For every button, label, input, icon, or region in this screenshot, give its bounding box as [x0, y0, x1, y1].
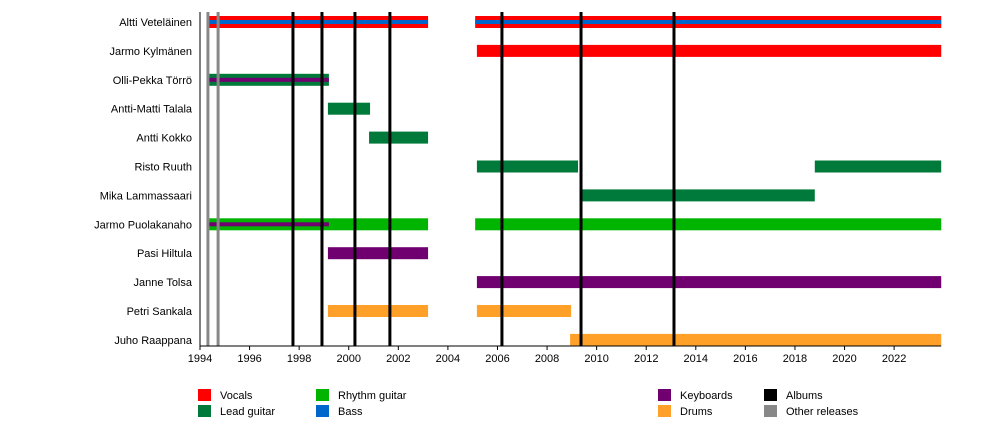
bar-keyboards-stripe	[207, 222, 329, 227]
bar-lead_guitar	[327, 102, 371, 115]
legend-label-keyboards: Keyboards	[680, 390, 733, 402]
x-tick-label: 2010	[584, 353, 608, 365]
bar-keyboards	[476, 276, 942, 289]
legend-label-drums: Drums	[680, 406, 713, 418]
bar-drums	[327, 305, 429, 317]
legend-swatch-albums	[764, 389, 777, 401]
member-label: Mika Lammassaari	[100, 190, 192, 202]
legend-swatch-bass	[316, 405, 329, 417]
bar-bass-stripe	[207, 20, 429, 24]
member-label: Jarmo Puolakanaho	[94, 219, 192, 231]
bar-rhythm_guitar	[475, 218, 942, 231]
x-tick-label: 2018	[783, 353, 807, 365]
bar-keyboards	[327, 247, 429, 260]
legend-swatch-vocals	[198, 389, 211, 401]
x-tick-label: 1996	[237, 353, 261, 365]
member-label: Pasi Hiltula	[137, 248, 193, 260]
legend-swatch-rhythm_guitar	[316, 389, 329, 401]
x-tick-label: 2006	[485, 353, 509, 365]
x-tick-label: 2014	[684, 353, 708, 365]
x-tick-label: 2000	[336, 353, 360, 365]
legend-swatch-lead_guitar	[198, 405, 211, 417]
bar-keyboards-stripe	[207, 77, 329, 82]
member-label: Altti Veteläinen	[119, 17, 192, 29]
member-label: Juho Raappana	[114, 335, 193, 347]
bar-bass-stripe	[475, 20, 942, 24]
bar-vocals	[476, 44, 942, 57]
member-label: Jarmo Kylmänen	[109, 46, 192, 58]
legend-label-vocals: Vocals	[220, 390, 253, 402]
member-label: Petri Sankala	[127, 306, 193, 318]
x-tick-label: 2004	[436, 353, 460, 365]
x-tick-label: 2022	[882, 353, 906, 365]
legend-swatch-drums	[658, 405, 671, 417]
x-tick-label: 1994	[188, 353, 212, 365]
member-label: Olli-Pekka Törrö	[113, 75, 192, 87]
legend-label-other_releases: Other releases	[786, 406, 859, 418]
legend-label-lead_guitar: Lead guitar	[220, 406, 275, 418]
x-tick-label: 1998	[287, 353, 311, 365]
x-tick-label: 2002	[386, 353, 410, 365]
bar-drums	[570, 333, 942, 346]
member-label: Antti-Matti Talala	[111, 104, 193, 116]
bar-lead_guitar	[476, 160, 579, 173]
member-label: Antti Kokko	[136, 133, 192, 145]
bar-lead_guitar	[814, 160, 942, 173]
legend-label-albums: Albums	[786, 390, 823, 402]
x-tick-label: 2020	[832, 353, 856, 365]
member-label: Janne Tolsa	[133, 277, 192, 289]
legend-label-rhythm_guitar: Rhythm guitar	[338, 390, 407, 402]
legend-label-bass: Bass	[338, 406, 363, 418]
legend-swatch-other_releases	[764, 405, 777, 417]
bar-drums	[476, 305, 572, 317]
x-tick-label: 2008	[535, 353, 559, 365]
legend-swatch-keyboards	[658, 389, 671, 401]
x-tick-label: 2016	[733, 353, 757, 365]
x-tick-label: 2012	[634, 353, 658, 365]
bar-lead_guitar	[369, 131, 429, 144]
bar-lead_guitar	[581, 189, 815, 202]
member-label: Risto Ruuth	[135, 162, 192, 174]
